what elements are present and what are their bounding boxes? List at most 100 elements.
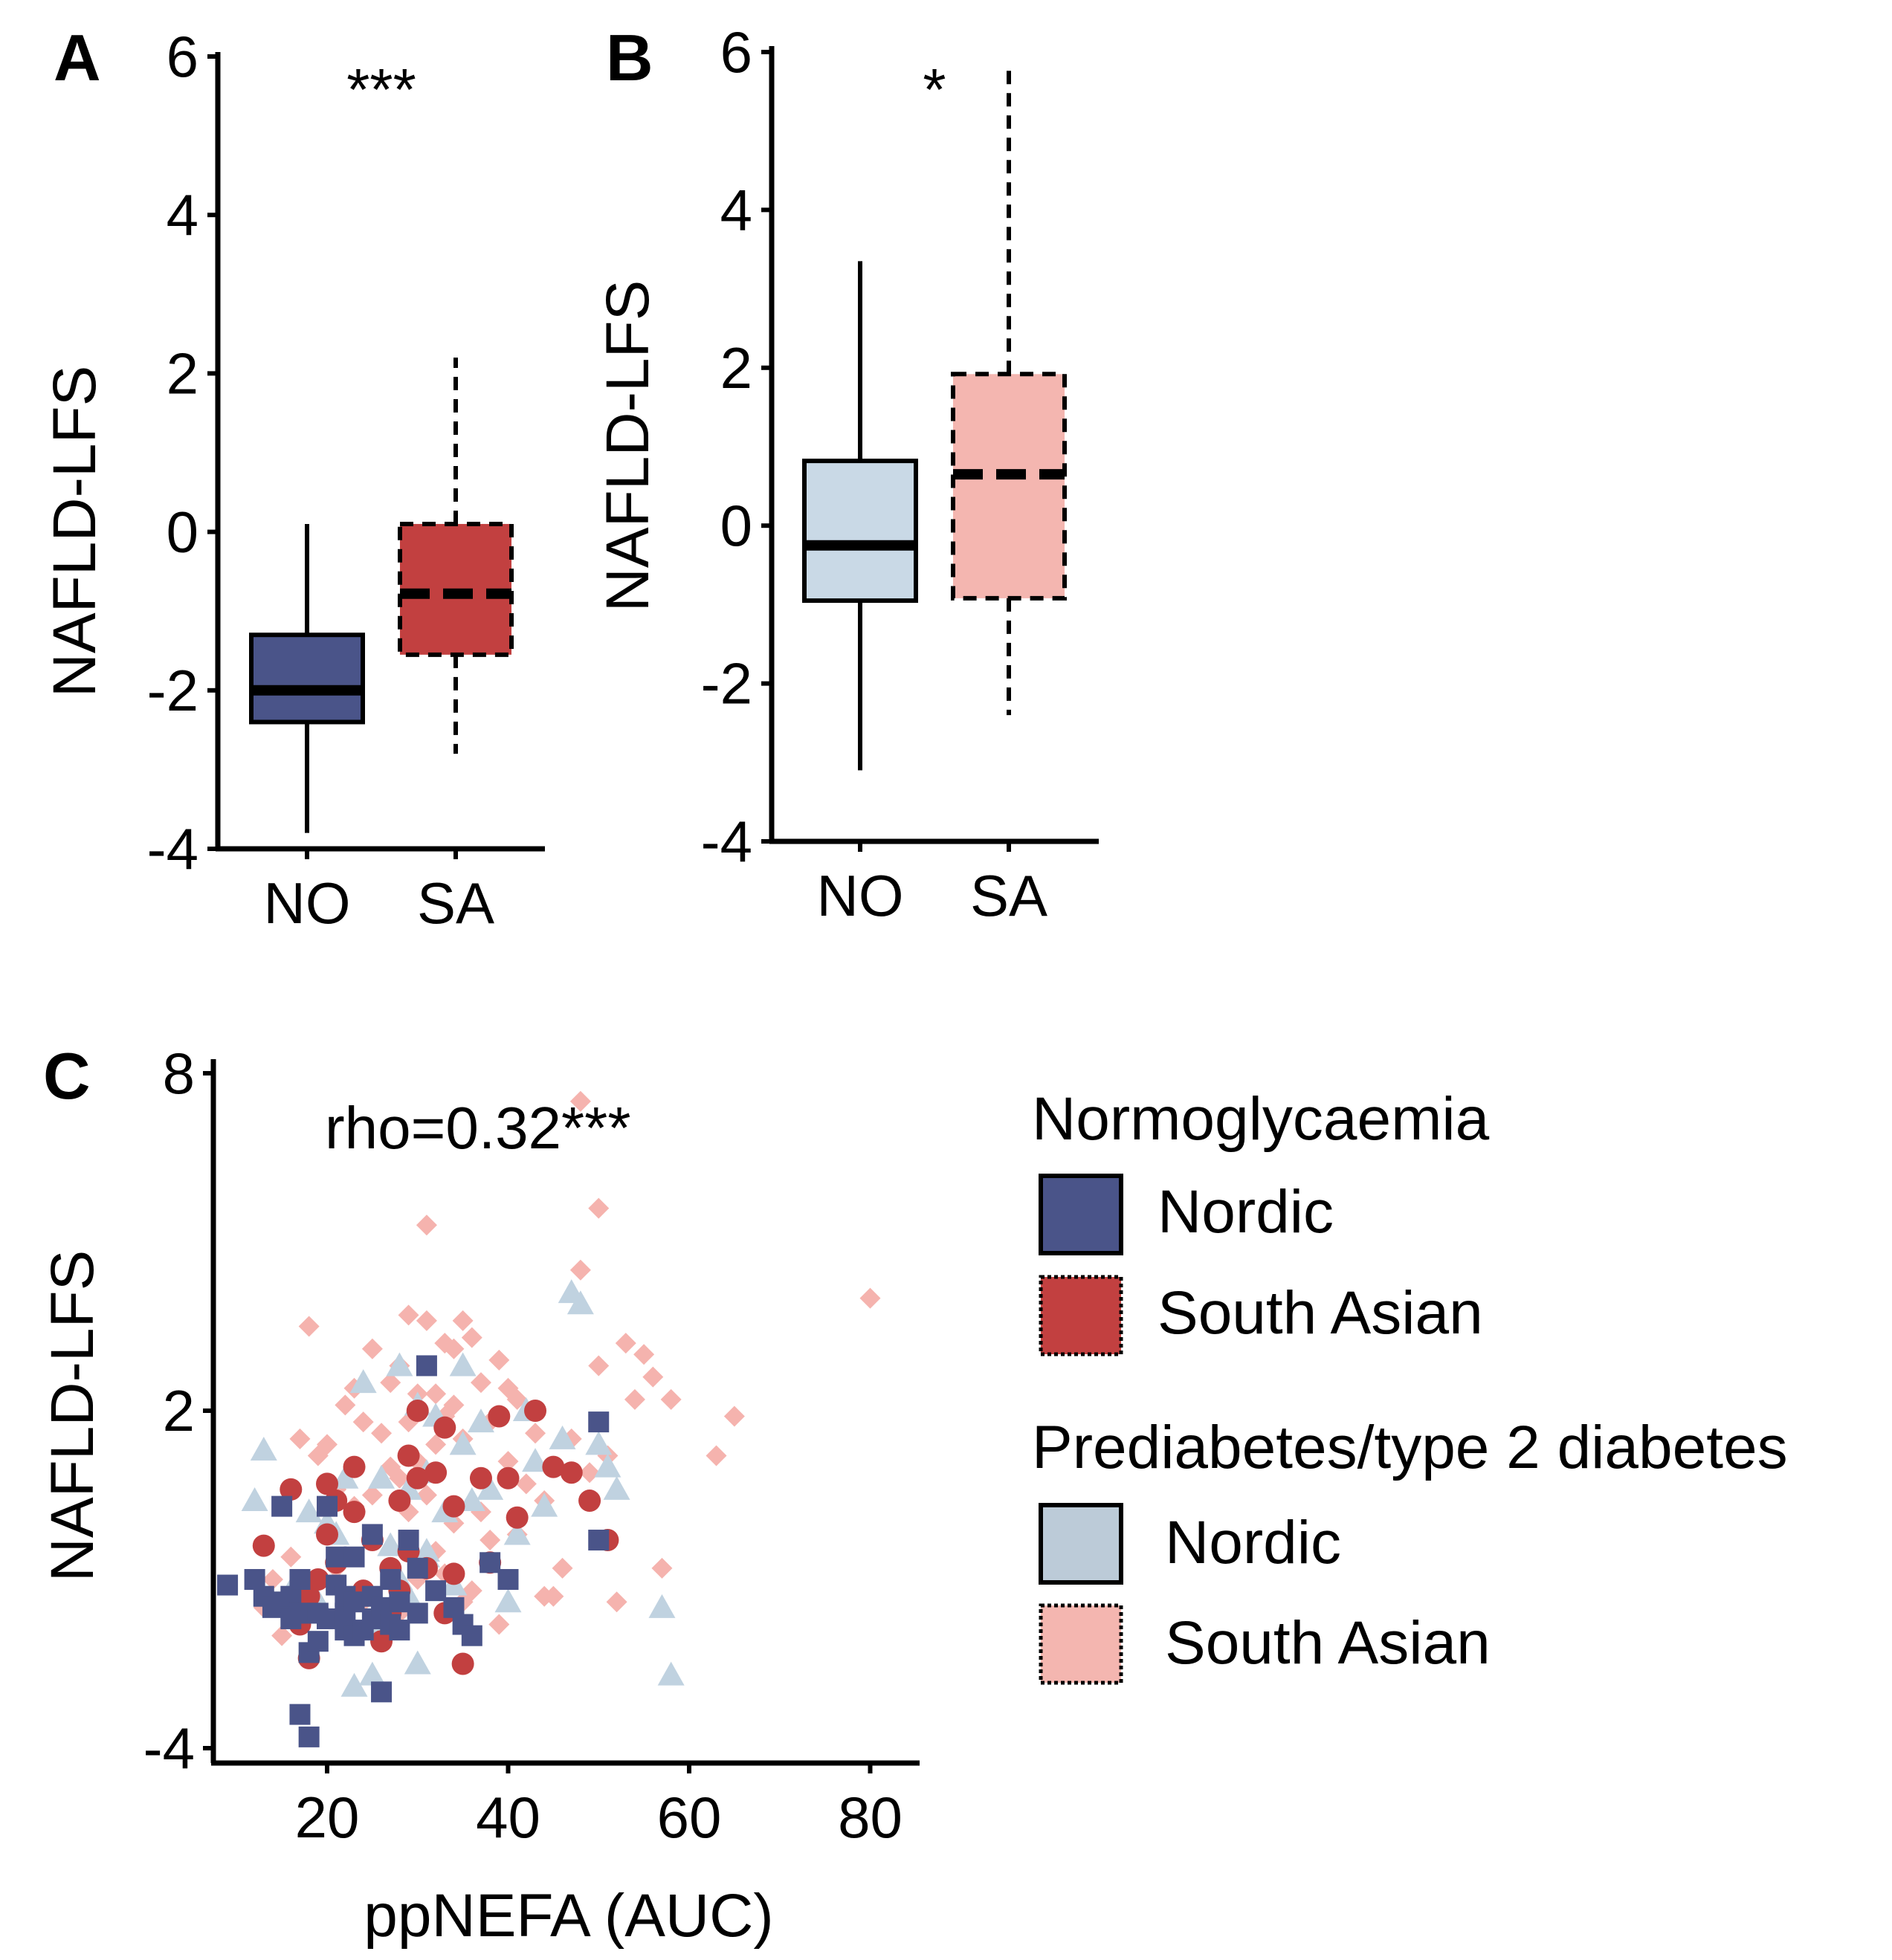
y-tick-label: 0 <box>720 493 752 558</box>
panel-c-y-axis-title: NAFLD-LFS <box>39 1250 106 1582</box>
point-south-asian-prediabetes-type-2-diabetes <box>443 1338 465 1359</box>
point-south-asian-prediabetes-type-2-diabetes <box>615 1333 636 1354</box>
panel-b-y-axis-title: NAFLD-LFS <box>594 280 662 612</box>
point-south-asian-prediabetes-type-2-diabetes <box>525 1423 546 1444</box>
legend-title-prediabetes: Prediabetes/type 2 diabetes <box>1032 1414 1788 1481</box>
x-tick-label: 60 <box>657 1785 722 1850</box>
point-south-asian-prediabetes-type-2-diabetes <box>488 1349 510 1371</box>
legend-label-nordic-normo: Nordic <box>1158 1178 1334 1246</box>
point-nordic-normoglycaemia <box>425 1580 447 1602</box>
legend-key-sa-pre <box>1039 1603 1123 1685</box>
legend-key-nordic-pre <box>1039 1503 1123 1585</box>
point-south-asian-prediabetes-type-2-diabetes <box>380 1372 401 1394</box>
point-nordic-prediabetes-type-2-diabetes <box>413 1538 440 1562</box>
panel-a-y-axis-title: NAFLD-LFS <box>41 366 109 698</box>
point-nordic-prediabetes-type-2-diabetes <box>522 1448 549 1472</box>
point-nordic-prediabetes-type-2-diabetes <box>585 1431 613 1455</box>
point-nordic-normoglycaemia <box>361 1524 383 1545</box>
point-nordic-normoglycaemia <box>298 1726 320 1747</box>
point-nordic-normoglycaemia <box>371 1681 393 1703</box>
point-south-asian-prediabetes-type-2-diabetes <box>569 1090 591 1112</box>
point-south-asian-normoglycaemia <box>497 1466 520 1490</box>
y-tick-label: -2 <box>701 651 752 717</box>
point-south-asian-prediabetes-type-2-diabetes <box>497 1451 519 1472</box>
panel-a-letter: A <box>54 21 101 94</box>
y-tick-label: 4 <box>720 177 752 242</box>
point-nordic-normoglycaemia <box>326 1546 347 1568</box>
point-nordic-normoglycaemia <box>416 1355 437 1377</box>
point-south-asian-prediabetes-type-2-diabetes <box>398 1304 419 1326</box>
point-nordic-prediabetes-type-2-diabetes <box>340 1672 368 1697</box>
box-no <box>802 459 918 604</box>
point-south-asian-prediabetes-type-2-diabetes <box>461 1327 482 1348</box>
point-south-asian-normoglycaemia <box>442 1562 465 1585</box>
x-tick-label: NO <box>264 870 351 936</box>
panel-c: C NAFLD-LFS ppNEFA (AUC) rho=0.32*** -42… <box>39 1039 920 1950</box>
y-tick-label: -4 <box>143 1715 195 1781</box>
point-nordic-prediabetes-type-2-diabetes <box>603 1475 630 1500</box>
y-tick-label: 4 <box>167 182 198 248</box>
point-south-asian-normoglycaemia <box>406 1466 429 1490</box>
point-nordic-prediabetes-type-2-diabetes <box>449 1431 477 1455</box>
point-south-asian-prediabetes-type-2-diabetes <box>416 1215 437 1236</box>
point-south-asian-prediabetes-type-2-diabetes <box>461 1580 482 1602</box>
legend-title-normoglycaemia: Normoglycaemia <box>1032 1085 1490 1153</box>
point-south-asian-prediabetes-type-2-diabetes <box>660 1388 682 1410</box>
x-tick-label: SA <box>970 863 1047 928</box>
point-nordic-prediabetes-type-2-diabetes <box>566 1290 594 1315</box>
point-south-asian-prediabetes-type-2-diabetes <box>624 1388 645 1410</box>
panel-a-boxes <box>249 358 514 833</box>
point-south-asian-prediabetes-type-2-diabetes <box>335 1394 356 1416</box>
point-south-asian-prediabetes-type-2-diabetes <box>470 1372 491 1394</box>
point-nordic-prediabetes-type-2-diabetes <box>295 1498 323 1523</box>
point-south-asian-prediabetes-type-2-diabetes <box>569 1259 591 1281</box>
point-south-asian-prediabetes-type-2-diabetes <box>579 1462 601 1484</box>
panel-a: A NAFLD-LFS *** -4 -2 0 2 4 6 NO SA <box>41 21 545 936</box>
point-nordic-normoglycaemia <box>307 1631 329 1652</box>
point-south-asian-prediabetes-type-2-diabetes <box>606 1591 627 1613</box>
x-tick-label: NO <box>817 863 904 928</box>
point-south-asian-normoglycaemia <box>433 1416 456 1439</box>
point-nordic-normoglycaemia <box>343 1591 365 1613</box>
point-south-asian-normoglycaemia <box>406 1399 429 1422</box>
point-south-asian-prediabetes-type-2-diabetes <box>515 1473 537 1495</box>
point-south-asian-prediabetes-type-2-diabetes <box>588 1355 610 1377</box>
legend-key-sa-normo <box>1039 1275 1123 1356</box>
point-nordic-prediabetes-type-2-diabetes <box>494 1588 522 1613</box>
point-nordic-prediabetes-type-2-diabetes <box>531 1492 558 1517</box>
point-south-asian-normoglycaemia <box>280 1478 303 1501</box>
point-nordic-normoglycaemia <box>588 1411 610 1433</box>
y-tick-label: 8 <box>163 1041 195 1106</box>
point-nordic-prediabetes-type-2-diabetes <box>648 1594 676 1618</box>
panel-c-points <box>217 1090 881 1747</box>
point-nordic-normoglycaemia <box>407 1602 428 1624</box>
point-south-asian-normoglycaemia <box>578 1490 601 1513</box>
legend-key-nordic-normo <box>1039 1174 1123 1255</box>
y-tick-label: 6 <box>167 24 198 89</box>
point-nordic-normoglycaemia <box>461 1625 482 1646</box>
panel-c-x-axis-title: ppNEFA (AUC) <box>364 1882 773 1950</box>
point-south-asian-prediabetes-type-2-diabetes <box>289 1428 311 1449</box>
point-south-asian-normoglycaemia <box>542 1455 565 1478</box>
panel-b-y-ticks: -4 -2 0 2 4 6 <box>701 19 772 874</box>
point-nordic-normoglycaemia <box>398 1530 419 1551</box>
panel-b-letter: B <box>606 21 653 94</box>
point-south-asian-normoglycaemia <box>343 1501 366 1524</box>
point-nordic-normoglycaemia <box>317 1608 338 1629</box>
y-tick-label: 2 <box>163 1378 195 1443</box>
point-south-asian-prediabetes-type-2-diabetes <box>480 1530 501 1551</box>
point-nordic-normoglycaemia <box>289 1704 311 1725</box>
point-south-asian-prediabetes-type-2-diabetes <box>588 1197 610 1219</box>
panel-c-y-ticks: -4 2 8 <box>143 1041 213 1781</box>
point-nordic-prediabetes-type-2-diabetes <box>449 1352 477 1377</box>
point-south-asian-normoglycaemia <box>388 1490 411 1513</box>
point-south-asian-prediabetes-type-2-diabetes <box>706 1445 727 1466</box>
point-south-asian-normoglycaemia <box>451 1652 474 1675</box>
y-tick-label: -4 <box>701 809 752 874</box>
point-nordic-prediabetes-type-2-diabetes <box>549 1425 576 1449</box>
point-south-asian-normoglycaemia <box>442 1495 465 1518</box>
x-tick-label: 40 <box>476 1785 540 1850</box>
point-south-asian-prediabetes-type-2-diabetes <box>416 1310 437 1331</box>
point-south-asian-prediabetes-type-2-diabetes <box>452 1310 474 1331</box>
y-tick-label: 2 <box>720 335 752 401</box>
